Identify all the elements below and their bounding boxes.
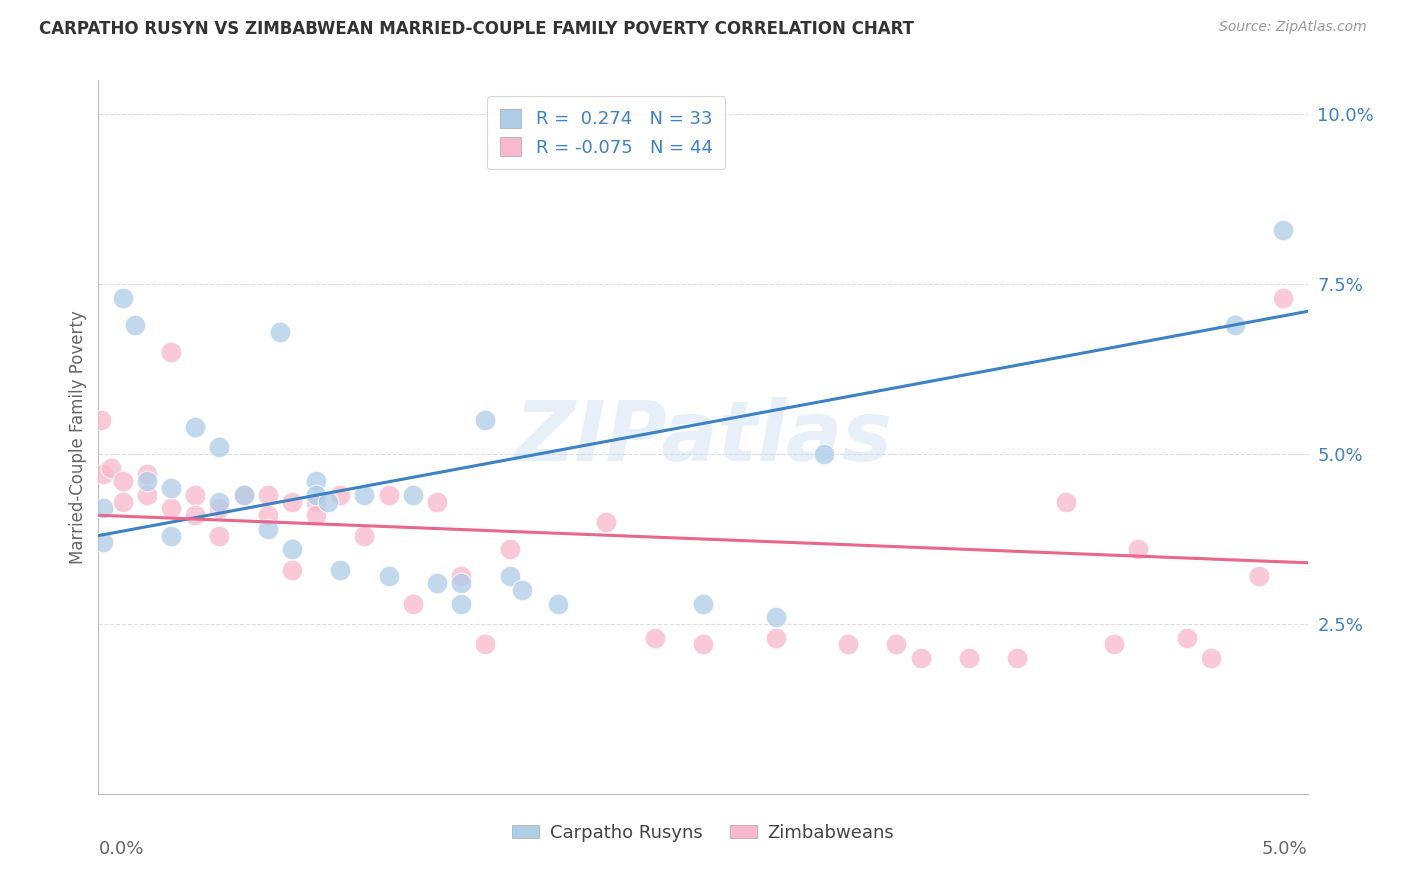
Point xyxy=(377,569,399,583)
Point xyxy=(765,610,787,624)
Point xyxy=(595,515,617,529)
Point xyxy=(135,475,157,489)
Point xyxy=(208,528,231,542)
Point xyxy=(232,488,254,502)
Point xyxy=(474,637,496,651)
Point xyxy=(256,522,278,536)
Point xyxy=(474,413,496,427)
Point xyxy=(124,318,146,332)
Text: CARPATHO RUSYN VS ZIMBABWEAN MARRIED-COUPLE FAMILY POVERTY CORRELATION CHART: CARPATHO RUSYN VS ZIMBABWEAN MARRIED-COU… xyxy=(39,20,914,37)
Point xyxy=(256,508,278,523)
Point xyxy=(450,569,472,583)
Point xyxy=(426,576,449,591)
Point xyxy=(281,563,304,577)
Point xyxy=(111,494,134,508)
Point xyxy=(1199,651,1222,665)
Point xyxy=(90,413,112,427)
Point xyxy=(111,475,134,489)
Point xyxy=(329,488,352,502)
Point xyxy=(184,420,207,434)
Point xyxy=(208,501,231,516)
Point xyxy=(160,501,183,516)
Point xyxy=(450,597,472,611)
Y-axis label: Married-Couple Family Poverty: Married-Couple Family Poverty xyxy=(69,310,87,564)
Point xyxy=(1128,542,1150,557)
Point xyxy=(160,345,183,359)
Point xyxy=(184,488,207,502)
Point xyxy=(957,651,980,665)
Point xyxy=(329,563,352,577)
Text: 0.0%: 0.0% xyxy=(98,840,143,858)
Legend: Carpatho Rusyns, Zimbabweans: Carpatho Rusyns, Zimbabweans xyxy=(505,817,901,849)
Point xyxy=(91,501,114,516)
Point xyxy=(305,475,328,489)
Point xyxy=(111,291,134,305)
Text: 5.0%: 5.0% xyxy=(1263,840,1308,858)
Point xyxy=(498,542,520,557)
Point xyxy=(91,535,114,549)
Point xyxy=(1007,651,1029,665)
Point xyxy=(1223,318,1246,332)
Point xyxy=(1175,631,1198,645)
Point xyxy=(160,528,183,542)
Point xyxy=(208,440,231,454)
Point xyxy=(353,528,375,542)
Point xyxy=(160,481,183,495)
Point xyxy=(184,508,207,523)
Point xyxy=(281,494,304,508)
Point xyxy=(837,637,859,651)
Point xyxy=(353,488,375,502)
Point xyxy=(765,631,787,645)
Point xyxy=(256,488,278,502)
Point xyxy=(813,447,835,461)
Point xyxy=(426,494,449,508)
Text: ZIPatlas: ZIPatlas xyxy=(515,397,891,477)
Point xyxy=(547,597,569,611)
Point xyxy=(305,508,328,523)
Point xyxy=(316,494,339,508)
Point xyxy=(1249,569,1271,583)
Point xyxy=(377,488,399,502)
Point xyxy=(910,651,932,665)
Point xyxy=(498,569,520,583)
Point xyxy=(135,467,157,482)
Point xyxy=(692,637,714,651)
Point xyxy=(692,597,714,611)
Point xyxy=(281,542,304,557)
Point xyxy=(269,325,291,339)
Point xyxy=(402,488,425,502)
Point xyxy=(208,494,231,508)
Text: Source: ZipAtlas.com: Source: ZipAtlas.com xyxy=(1219,20,1367,34)
Point xyxy=(1102,637,1125,651)
Point xyxy=(644,631,666,645)
Point xyxy=(305,494,328,508)
Point xyxy=(232,488,254,502)
Point xyxy=(135,488,157,502)
Point xyxy=(100,460,122,475)
Point xyxy=(886,637,908,651)
Point xyxy=(1272,291,1295,305)
Point xyxy=(305,488,328,502)
Point xyxy=(402,597,425,611)
Point xyxy=(450,576,472,591)
Point xyxy=(1272,223,1295,237)
Point xyxy=(510,582,533,597)
Point xyxy=(1054,494,1077,508)
Point xyxy=(91,467,114,482)
